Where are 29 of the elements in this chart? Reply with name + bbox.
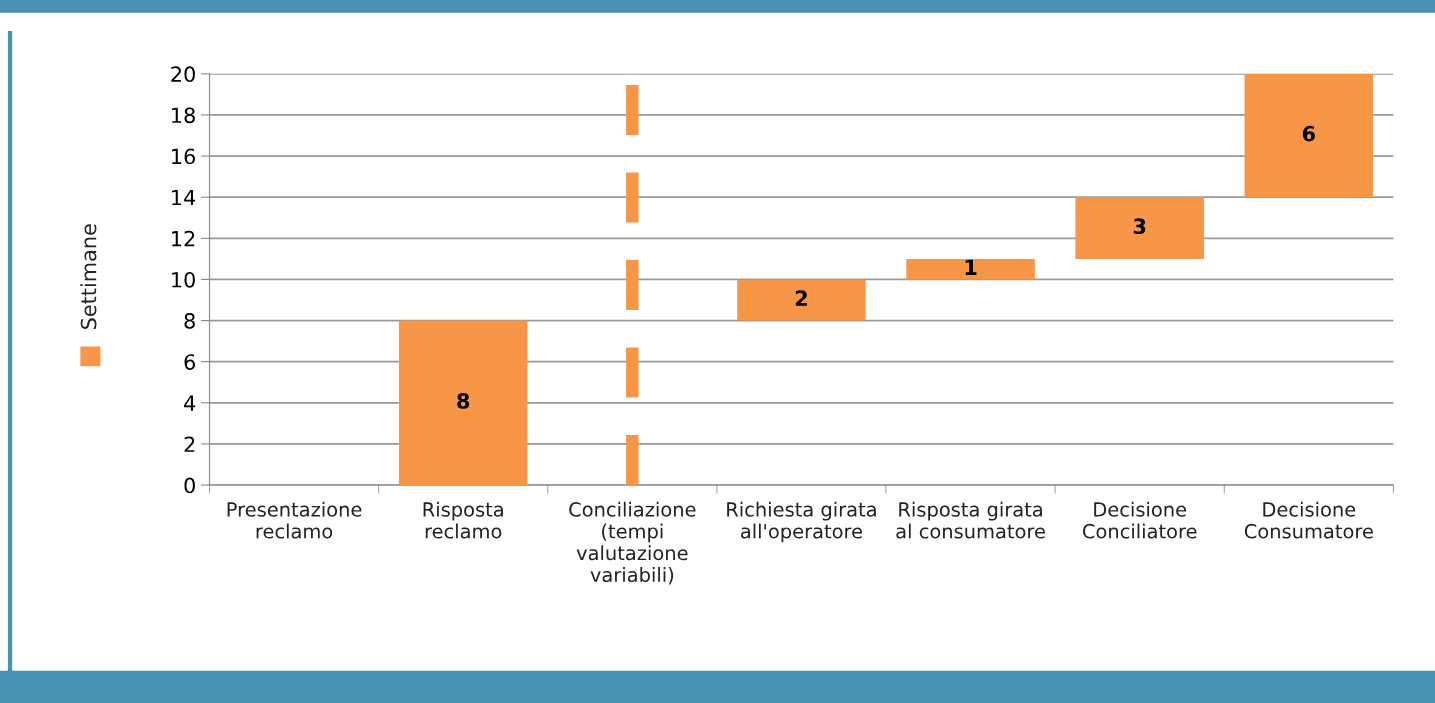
- bar: [906, 258, 1035, 280]
- data-label: 3: [1133, 218, 1146, 235]
- data-label: 1: [965, 259, 977, 275]
- y-tick-label: 10: [172, 271, 195, 288]
- y-tick-label: 16: [172, 148, 195, 165]
- x-tick-label: Risposta reclamo: [423, 501, 503, 539]
- y-tick-label: 4: [184, 395, 196, 411]
- y-tick-label: 12: [172, 230, 195, 247]
- text: Settimane: [80, 224, 97, 330]
- x-tick-label: Decisione Consumatore: [1244, 501, 1373, 539]
- y-tick-label: 2: [184, 436, 195, 452]
- x-tick-label: Risposta girata al consumatore: [896, 501, 1045, 539]
- data-label: 6: [1302, 125, 1315, 142]
- bar: [737, 279, 866, 321]
- y-tick-label: 0: [184, 477, 195, 494]
- x-tick-label: Presentazione reclamo: [227, 501, 362, 539]
- y-tick-label: 14: [172, 189, 196, 206]
- data-label: 2: [795, 290, 807, 306]
- y-tick-label: 18: [172, 107, 195, 124]
- data-label: 8: [457, 393, 470, 409]
- bar: [1244, 73, 1374, 198]
- x-tick-label: Decisione Conciliatore: [1082, 501, 1197, 539]
- y-tick-label: 8: [184, 313, 195, 329]
- y-tick-label: 6: [184, 354, 195, 370]
- bar: [1075, 197, 1204, 259]
- bar: [398, 320, 528, 486]
- x-tick-label: Richiesta girata all'operatore: [727, 501, 876, 543]
- x-tick-label: Conciliazione (tempi valutazione variabili): [569, 501, 696, 585]
- y-tick-label: 20: [171, 66, 195, 83]
